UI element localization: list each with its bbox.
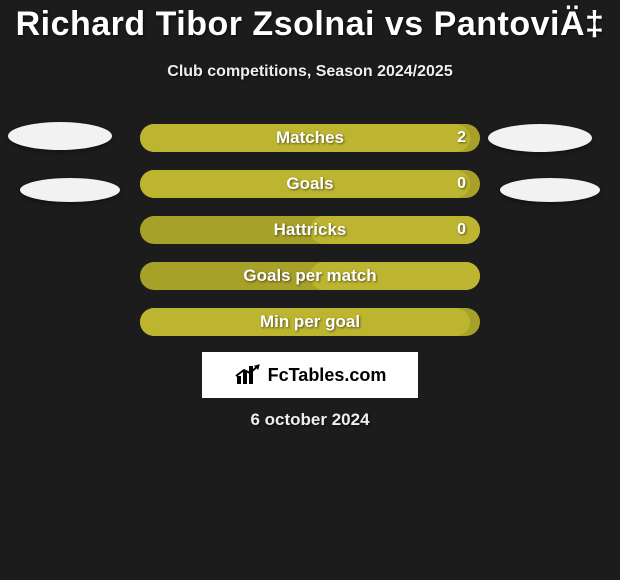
stat-row: Hattricks0 [140,216,480,244]
stat-label: Hattricks [140,220,480,240]
stat-value: 0 [457,175,466,193]
stat-row: Min per goal [140,308,480,336]
stat-row: Goals per match [140,262,480,290]
decorative-ellipse-2 [20,178,120,202]
bar-chart-icon [234,364,262,386]
snapshot-date: 6 october 2024 [0,410,620,430]
decorative-ellipse-0 [8,122,112,150]
page-title: Richard Tibor Zsolnai vs PantoviÄ‡ [0,5,620,44]
stat-label: Matches [140,128,480,148]
stat-label: Goals per match [140,266,480,286]
stat-value: 2 [457,129,466,147]
stat-row: Goals0 [140,170,480,198]
decorative-ellipse-1 [488,124,592,152]
logo-text: FcTables.com [268,365,387,386]
fctables-logo: FcTables.com [202,352,418,398]
stat-row: Matches2 [140,124,480,152]
stat-value: 0 [457,221,466,239]
decorative-ellipse-3 [500,178,600,202]
comparison-infographic: Richard Tibor Zsolnai vs PantoviÄ‡ Club … [0,0,620,580]
subtitle: Club competitions, Season 2024/2025 [0,63,620,81]
stat-label: Min per goal [140,312,480,332]
stat-label: Goals [140,174,480,194]
